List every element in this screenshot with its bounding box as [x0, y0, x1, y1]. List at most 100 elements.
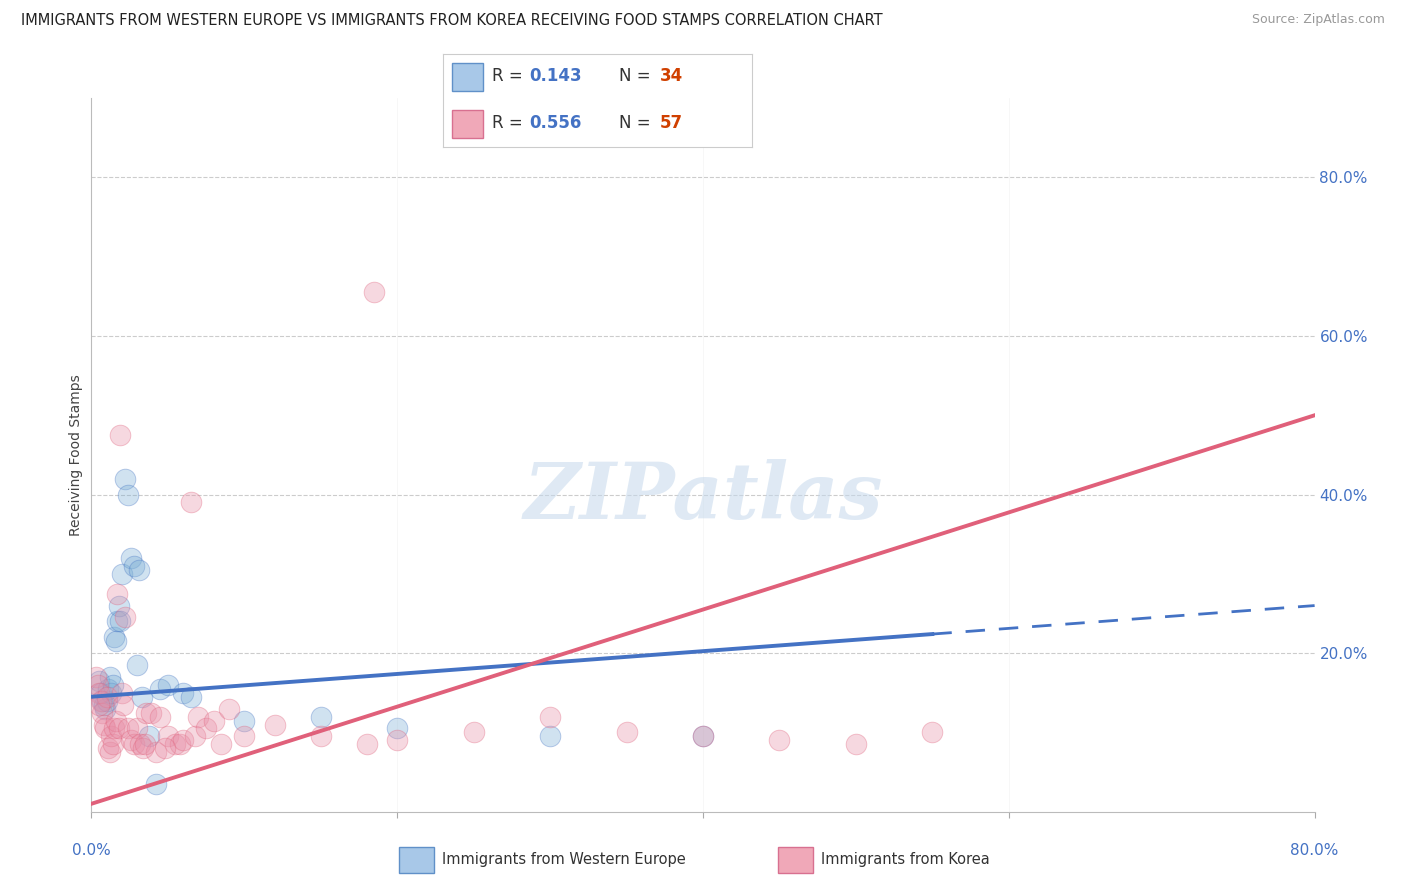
Point: [233, 730, 256, 744]
Point: [309, 709, 332, 723]
Point: [138, 730, 160, 744]
Point: [114, 610, 136, 624]
Point: [264, 717, 287, 731]
Point: [94, 701, 117, 715]
Point: [538, 709, 561, 723]
Point: [149, 709, 172, 723]
Point: [921, 725, 943, 739]
Point: [101, 678, 124, 692]
FancyBboxPatch shape: [453, 63, 484, 91]
Text: 0.556: 0.556: [530, 114, 582, 132]
Point: [98, 745, 121, 759]
Point: [165, 737, 187, 751]
Point: [363, 285, 385, 300]
Point: [209, 737, 232, 751]
Point: [127, 722, 149, 736]
Point: [128, 563, 150, 577]
Point: [96, 694, 118, 708]
Text: 0.143: 0.143: [530, 67, 582, 85]
Point: [108, 599, 131, 613]
Point: [104, 634, 127, 648]
Point: [90, 686, 112, 700]
Point: [218, 701, 240, 715]
Point: [117, 487, 139, 501]
Point: [96, 690, 118, 704]
Point: [139, 706, 162, 720]
Point: [195, 722, 218, 736]
Point: [153, 741, 176, 756]
Point: [172, 686, 194, 700]
Text: N =: N =: [619, 114, 657, 132]
Point: [112, 698, 135, 712]
Point: [149, 681, 172, 696]
Point: [87, 673, 110, 688]
Point: [463, 725, 485, 739]
Point: [180, 495, 202, 509]
Point: [122, 558, 145, 573]
Point: [86, 678, 108, 692]
Point: [110, 428, 132, 442]
Point: [105, 587, 128, 601]
Point: [110, 615, 132, 629]
Point: [180, 690, 202, 704]
Point: [156, 730, 179, 744]
Text: R =: R =: [492, 114, 529, 132]
FancyBboxPatch shape: [399, 847, 434, 872]
Point: [135, 706, 157, 720]
Point: [114, 472, 136, 486]
Point: [87, 686, 110, 700]
Point: [103, 630, 125, 644]
Text: 34: 34: [659, 67, 683, 85]
Point: [101, 737, 124, 751]
Text: ZIPatlas: ZIPatlas: [523, 459, 883, 536]
FancyBboxPatch shape: [453, 110, 484, 138]
Point: [87, 698, 110, 712]
Point: [111, 686, 134, 700]
Point: [692, 730, 714, 744]
Point: [120, 733, 142, 747]
FancyBboxPatch shape: [779, 847, 813, 872]
Point: [127, 658, 149, 673]
Point: [91, 706, 114, 720]
Point: [187, 709, 209, 723]
Point: [172, 733, 194, 747]
Point: [103, 722, 125, 736]
Point: [385, 733, 409, 747]
Point: [845, 737, 868, 751]
Point: [100, 730, 122, 744]
Text: Immigrants from Korea: Immigrants from Korea: [821, 853, 990, 867]
Point: [91, 694, 114, 708]
Point: [692, 730, 714, 744]
Text: 57: 57: [659, 114, 682, 132]
Point: [616, 725, 638, 739]
Text: IMMIGRANTS FROM WESTERN EUROPE VS IMMIGRANTS FROM KOREA RECEIVING FOOD STAMPS CO: IMMIGRANTS FROM WESTERN EUROPE VS IMMIGR…: [21, 13, 883, 29]
Point: [84, 670, 107, 684]
Point: [184, 730, 207, 744]
Point: [94, 722, 117, 736]
Y-axis label: Receiving Food Stamps: Receiving Food Stamps: [69, 374, 83, 536]
Point: [98, 670, 121, 684]
Point: [233, 714, 256, 728]
Point: [202, 714, 225, 728]
Point: [309, 730, 332, 744]
Point: [129, 737, 152, 751]
Point: [538, 730, 561, 744]
Point: [117, 722, 139, 736]
Point: [100, 686, 122, 700]
Point: [385, 722, 409, 736]
Text: R =: R =: [492, 67, 529, 85]
Point: [111, 566, 134, 581]
Point: [145, 777, 167, 791]
Point: [90, 694, 112, 708]
Point: [132, 741, 155, 756]
Text: 80.0%: 80.0%: [1291, 843, 1339, 858]
Text: 0.0%: 0.0%: [72, 843, 111, 858]
Point: [93, 717, 115, 731]
Point: [93, 698, 115, 712]
Point: [134, 737, 156, 751]
Point: [156, 678, 179, 692]
Point: [97, 741, 120, 756]
Point: [97, 681, 120, 696]
Text: N =: N =: [619, 67, 657, 85]
Point: [105, 615, 128, 629]
